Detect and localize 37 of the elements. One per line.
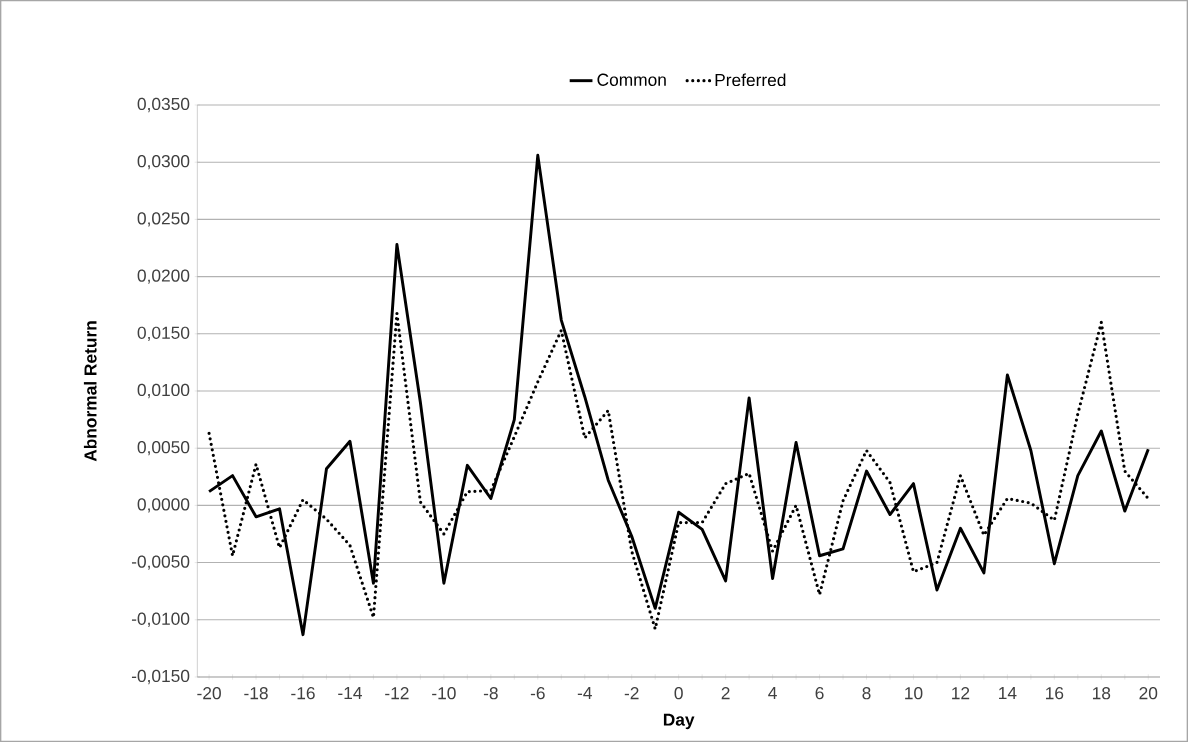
y-tick-label: -0,0150 <box>131 669 190 685</box>
y-tick-label: 0,0250 <box>137 212 190 227</box>
x-tick-label: 4 <box>768 687 777 699</box>
x-tick-label: -10 <box>432 687 456 700</box>
y-tick-label: 0,0300 <box>137 155 190 170</box>
y-tick-label: -0,0050 <box>131 555 190 570</box>
y-tick-label: -0,0100 <box>131 612 190 627</box>
x-tick-label: 10 <box>905 687 923 700</box>
x-tick-label: -6 <box>530 687 545 700</box>
x-tick-label: 8 <box>862 687 871 700</box>
y-tick-label: 0,0000 <box>137 498 190 513</box>
legend-label: Preferred <box>715 73 786 87</box>
x-tick-label: 16 <box>1046 687 1064 700</box>
x-tick-label: -8 <box>483 687 498 700</box>
x-tick-label: -16 <box>291 687 315 700</box>
x-tick-label: 12 <box>952 687 970 700</box>
y-tick-label: 0,0050 <box>137 441 190 456</box>
x-axis-title: Day <box>663 713 695 730</box>
line-series <box>207 153 1150 637</box>
x-tick-label: -4 <box>577 687 592 699</box>
x-tick-label: 20 <box>1139 687 1158 700</box>
y-tick-label: 0,0350 <box>137 97 190 113</box>
x-tick-label: -12 <box>385 687 409 700</box>
y-tick-label: 0,0150 <box>137 326 190 341</box>
y-axis-title: Abnormal Return <box>83 321 97 462</box>
x-tick-label: 6 <box>815 687 824 700</box>
x-tick-label: -18 <box>244 687 268 700</box>
legend-label: Common <box>597 73 666 86</box>
y-tick-label: 0,0200 <box>137 269 190 284</box>
x-tick-label: -2 <box>624 687 639 700</box>
x-tick-label: -14 <box>338 687 362 699</box>
y-tick-label: 0,0100 <box>137 383 190 399</box>
x-tick-label: 0 <box>674 687 683 700</box>
x-tick-label: 14 <box>999 687 1017 699</box>
x-tick-label: 18 <box>1092 687 1111 700</box>
x-tick-label: -20 <box>197 687 221 700</box>
x-tick-label: 2 <box>721 687 730 700</box>
